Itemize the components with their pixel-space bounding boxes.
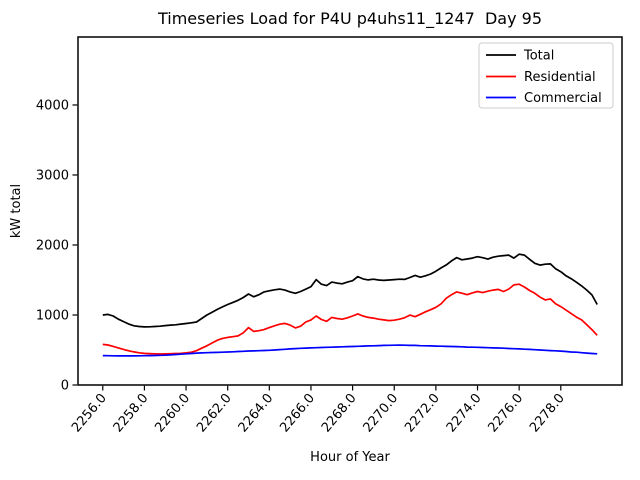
x-tick-label: 2264.0 <box>236 391 277 435</box>
x-tick-label: 2260.0 <box>152 391 193 435</box>
chart-title: Timeseries Load for P4U p4uhs11_1247 Day… <box>157 9 542 29</box>
x-tick-label: 2274.0 <box>444 391 485 435</box>
x-tick-label: 2270.0 <box>361 391 402 435</box>
x-axis-ticks: 2256.0 2258.0 2260.0 2262.0 2264.0 2266.0 2268… <box>69 385 568 435</box>
commercial-line <box>102 344 598 357</box>
y-axis-label: kW total <box>9 184 24 238</box>
x-tick-label: 2262.0 <box>194 391 235 435</box>
x-tick-label: 2278.0 <box>527 391 568 435</box>
series-lines <box>102 253 598 357</box>
x-tick-label: 2276.0 <box>485 391 526 435</box>
total-line <box>102 253 598 328</box>
y-tick-label: 0 <box>61 379 69 394</box>
x-tick-label: 2268.0 <box>319 391 360 435</box>
y-tick-label: 4000 <box>36 98 69 113</box>
residential-line <box>102 283 598 355</box>
plot-area-border <box>77 36 623 386</box>
x-tick-label: 2258.0 <box>111 391 152 435</box>
legend-residential-label: Residential <box>524 70 596 85</box>
legend: Total Residential Commercial <box>478 42 614 109</box>
y-axis-ticks: 0 1000 2000 3000 4000 <box>36 98 78 394</box>
y-tick-label: 3000 <box>36 168 69 183</box>
x-tick-label: 2266.0 <box>277 391 318 435</box>
legend-total-label: Total <box>523 49 554 64</box>
x-tick-label: 2272.0 <box>402 391 443 435</box>
y-tick-label: 2000 <box>36 238 69 253</box>
x-tick-label: 2256.0 <box>69 391 110 435</box>
legend-box <box>478 42 614 109</box>
x-axis-label: Hour of Year <box>310 450 390 465</box>
y-tick-label: 1000 <box>36 308 69 323</box>
legend-commercial-label: Commercial <box>524 91 602 106</box>
